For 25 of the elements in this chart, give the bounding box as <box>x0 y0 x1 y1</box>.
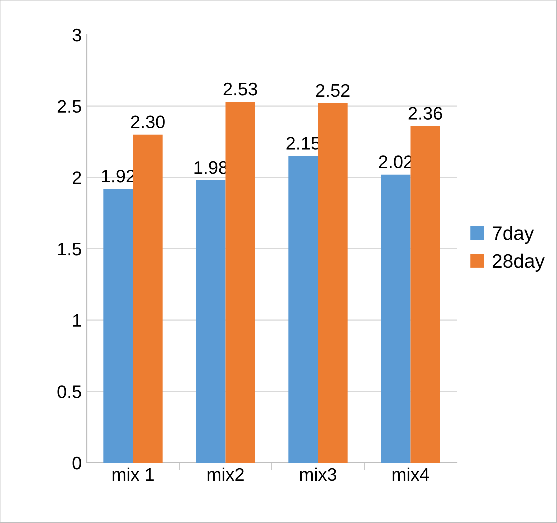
y-tick-label: 0 <box>72 456 82 470</box>
data-label: 2.30 <box>131 116 165 129</box>
x-tick-label: mix4 <box>392 468 430 481</box>
legend-label: 7day <box>492 226 534 244</box>
bar <box>410 126 440 463</box>
y-tick-label: 0.5 <box>58 386 82 398</box>
y-tick-label: 1.5 <box>58 243 82 256</box>
y-tick-label: 3 <box>72 28 82 42</box>
y-tick-label: 2 <box>73 172 82 184</box>
x-tick-label: mix 1 <box>112 468 154 481</box>
bar <box>318 103 348 463</box>
y-tick-label: 1 <box>73 314 82 327</box>
bar <box>104 189 134 463</box>
legend-label: 28day <box>492 254 545 272</box>
x-tick-label: mix3 <box>300 468 337 482</box>
y-tick-label: 2.5 <box>58 100 82 114</box>
bar <box>196 180 226 463</box>
data-label: 2.52 <box>316 84 350 98</box>
x-tick-label: mix2 <box>208 468 244 481</box>
bar <box>226 102 256 463</box>
bar <box>288 156 318 463</box>
data-label: 2.53 <box>224 82 258 96</box>
data-label: 2.36 <box>408 107 442 120</box>
bar <box>133 134 163 463</box>
bar <box>381 174 411 463</box>
